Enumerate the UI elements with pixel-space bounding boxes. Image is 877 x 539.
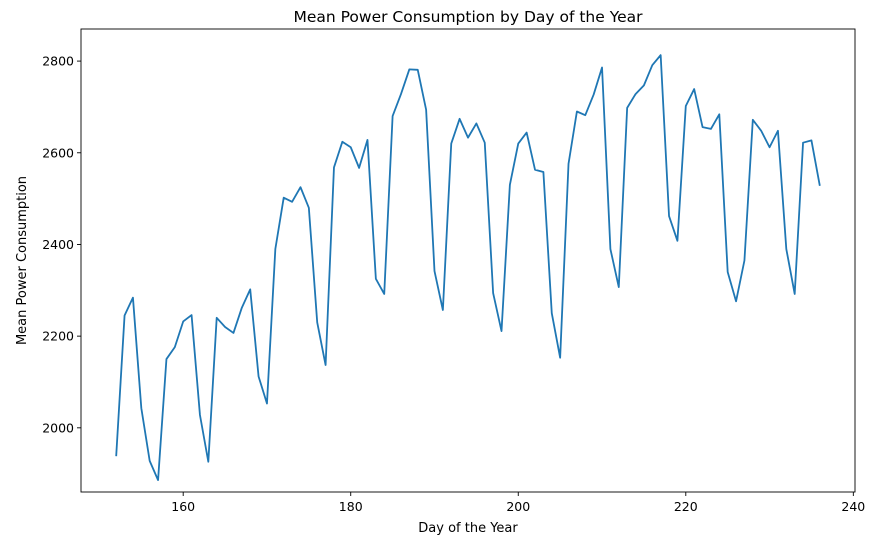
y-tick-label: 2200 [42, 329, 74, 344]
chart-title: Mean Power Consumption by Day of the Yea… [293, 8, 643, 26]
series-line-0 [115, 54, 821, 481]
x-axis-label: Day of the Year [418, 521, 518, 536]
y-axis-label: Mean Power Consumption [15, 176, 30, 345]
x-tick-label: 240 [841, 499, 865, 514]
x-tick-label: 160 [171, 499, 195, 514]
x-tick-label: 200 [506, 499, 530, 514]
y-axis: 2000 2200 2400 2600 2800 [42, 54, 81, 435]
y-tick-label: 2400 [42, 237, 74, 252]
y-tick-label: 2000 [42, 420, 74, 435]
plot-frame [80, 28, 856, 493]
x-tick-label: 180 [339, 499, 363, 514]
y-tick-label: 2800 [42, 54, 74, 69]
y-tick-label: 2600 [42, 145, 74, 160]
plot-area [115, 54, 821, 481]
x-tick-label: 220 [674, 499, 698, 514]
x-axis: 160 180 200 220 240 [171, 492, 865, 514]
